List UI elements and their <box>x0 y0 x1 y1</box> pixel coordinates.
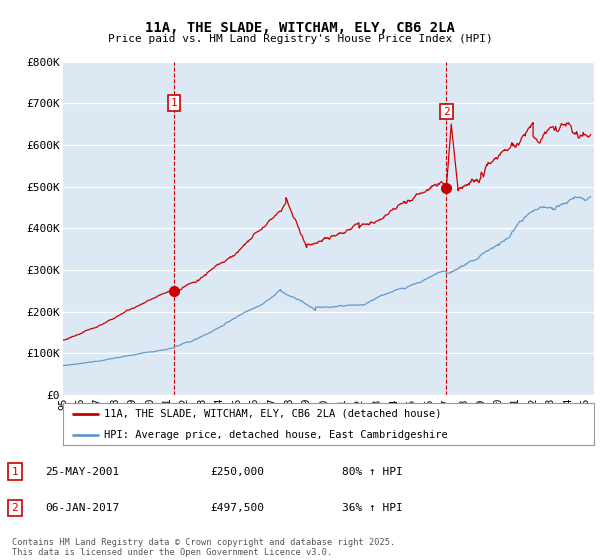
Text: 1: 1 <box>171 98 178 108</box>
Text: Contains HM Land Registry data © Crown copyright and database right 2025.
This d: Contains HM Land Registry data © Crown c… <box>12 538 395 557</box>
Text: 11A, THE SLADE, WITCHAM, ELY, CB6 2LA: 11A, THE SLADE, WITCHAM, ELY, CB6 2LA <box>145 21 455 35</box>
Text: 2: 2 <box>11 503 19 513</box>
Text: 1: 1 <box>11 466 19 477</box>
Text: 80% ↑ HPI: 80% ↑ HPI <box>342 466 403 477</box>
Text: 2: 2 <box>443 106 450 116</box>
Text: 25-MAY-2001: 25-MAY-2001 <box>45 466 119 477</box>
Text: £250,000: £250,000 <box>210 466 264 477</box>
Text: 06-JAN-2017: 06-JAN-2017 <box>45 503 119 513</box>
Text: 36% ↑ HPI: 36% ↑ HPI <box>342 503 403 513</box>
Text: £497,500: £497,500 <box>210 503 264 513</box>
Text: HPI: Average price, detached house, East Cambridgeshire: HPI: Average price, detached house, East… <box>104 430 448 440</box>
Text: 11A, THE SLADE, WITCHAM, ELY, CB6 2LA (detached house): 11A, THE SLADE, WITCHAM, ELY, CB6 2LA (d… <box>104 409 442 419</box>
Text: Price paid vs. HM Land Registry's House Price Index (HPI): Price paid vs. HM Land Registry's House … <box>107 34 493 44</box>
